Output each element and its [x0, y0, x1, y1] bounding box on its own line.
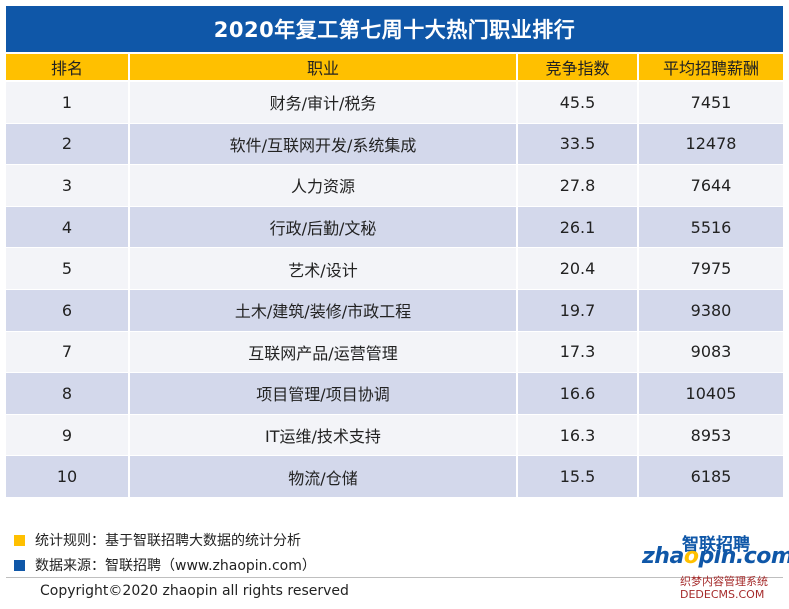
- table-row: 4 行政/后勤/文秘 26.1 5516: [6, 206, 783, 249]
- footer-source: 数据来源：智联招聘（www.zhaopin.com）: [14, 555, 316, 575]
- cell-occupation: IT运维/技术支持: [130, 414, 518, 456]
- footer-source-text: 数据来源：智联招聘（www.zhaopin.com）: [35, 558, 316, 574]
- table-row: 9 IT运维/技术支持 16.3 8953: [6, 414, 783, 457]
- table-row: 2 软件/互联网开发/系统集成 33.5 12478: [6, 123, 783, 166]
- table-row: 5 艺术/设计 20.4 7975: [6, 248, 783, 290]
- cell-avg-salary: 7451: [639, 82, 783, 123]
- cell-occupation: 互联网产品/运营管理: [130, 331, 518, 373]
- table-row: 7 互联网产品/运营管理 17.3 9083: [6, 331, 783, 374]
- cell-occupation: 艺术/设计: [130, 248, 518, 289]
- cell-occupation: 行政/后勤/文秘: [130, 206, 518, 248]
- logo-en-post: pin.com: [698, 544, 789, 569]
- cell-rank: 5: [6, 248, 130, 289]
- cell-competition-index: 26.1: [518, 206, 639, 248]
- header-rank: 排名: [6, 54, 130, 80]
- cell-avg-salary: 10405: [639, 373, 783, 414]
- cell-competition-index: 16.3: [518, 414, 639, 456]
- logo-en-pre: zha: [642, 544, 684, 569]
- yellow-square-icon: [14, 534, 25, 546]
- zhaopin-logo: 智联招聘 zhaopin.com: [642, 530, 789, 570]
- table-row: 1 财务/审计/税务 45.5 7451: [6, 82, 783, 124]
- cell-rank: 8: [6, 373, 130, 414]
- cell-occupation: 软件/互联网开发/系统集成: [130, 123, 518, 165]
- copyright-text: Copyright©2020 zhaopin all rights reserv…: [40, 583, 349, 599]
- watermark-line2: DEDECMS.COM: [680, 588, 765, 601]
- header-avg-salary: 平均招聘薪酬: [639, 54, 783, 80]
- cell-competition-index: 20.4: [518, 248, 639, 289]
- footer-divider: [6, 577, 783, 578]
- cell-occupation: 土木/建筑/装修/市政工程: [130, 289, 518, 331]
- cell-avg-salary: 7644: [639, 165, 783, 206]
- cell-avg-salary: 12478: [639, 123, 783, 165]
- table-row: 3 人力资源 27.8 7644: [6, 165, 783, 207]
- ranking-table: 排名 职业 竞争指数 平均招聘薪酬 1 财务/审计/税务 45.5 7451 2 软件/互…: [6, 54, 783, 498]
- watermark-line1: 织梦内容管理系统: [680, 575, 768, 588]
- cell-rank: 10: [6, 456, 130, 497]
- cell-competition-index: 19.7: [518, 289, 639, 331]
- header-competition-index: 竞争指数: [518, 54, 639, 80]
- cell-competition-index: 27.8: [518, 165, 639, 206]
- cell-rank: 7: [6, 331, 130, 373]
- logo-chinese: 智联招聘: [682, 535, 750, 555]
- logo-en-o: o: [683, 544, 699, 569]
- table-header-row: 排名 职业 竞争指数 平均招聘薪酬: [6, 54, 783, 82]
- cell-rank: 9: [6, 414, 130, 456]
- footer-rule: 统计规则：基于智联招聘大数据的统计分析: [14, 530, 301, 550]
- cell-competition-index: 17.3: [518, 331, 639, 373]
- cell-occupation: 项目管理/项目协调: [130, 373, 518, 414]
- cell-competition-index: 45.5: [518, 82, 639, 123]
- cell-rank: 3: [6, 165, 130, 206]
- page-title: 2020年复工第七周十大热门职业排行: [6, 6, 783, 52]
- table-row: 6 土木/建筑/装修/市政工程 19.7 9380: [6, 289, 783, 332]
- watermark: 织梦内容管理系统 DEDECMS.COM: [680, 575, 786, 607]
- table-row: 10 物流/仓储 15.5 6185: [6, 456, 783, 498]
- cell-avg-salary: 6185: [639, 456, 783, 497]
- footer-rule-text: 统计规则：基于智联招聘大数据的统计分析: [35, 533, 301, 549]
- table-row: 8 项目管理/项目协调 16.6 10405: [6, 373, 783, 415]
- cell-rank: 6: [6, 289, 130, 331]
- cell-competition-index: 15.5: [518, 456, 639, 497]
- cell-competition-index: 33.5: [518, 123, 639, 165]
- cell-avg-salary: 8953: [639, 414, 783, 456]
- cell-rank: 4: [6, 206, 130, 248]
- cell-occupation: 物流/仓储: [130, 456, 518, 497]
- cell-avg-salary: 7975: [639, 248, 783, 289]
- blue-square-icon: [14, 559, 25, 571]
- cell-avg-salary: 9083: [639, 331, 783, 373]
- cell-avg-salary: 9380: [639, 289, 783, 331]
- logo-english: zhaopin.com: [642, 544, 789, 569]
- cell-occupation: 财务/审计/税务: [130, 82, 518, 123]
- header-occupation: 职业: [130, 54, 518, 80]
- cell-competition-index: 16.6: [518, 373, 639, 414]
- cell-avg-salary: 5516: [639, 206, 783, 248]
- cell-occupation: 人力资源: [130, 165, 518, 206]
- cell-rank: 2: [6, 123, 130, 165]
- cell-rank: 1: [6, 82, 130, 123]
